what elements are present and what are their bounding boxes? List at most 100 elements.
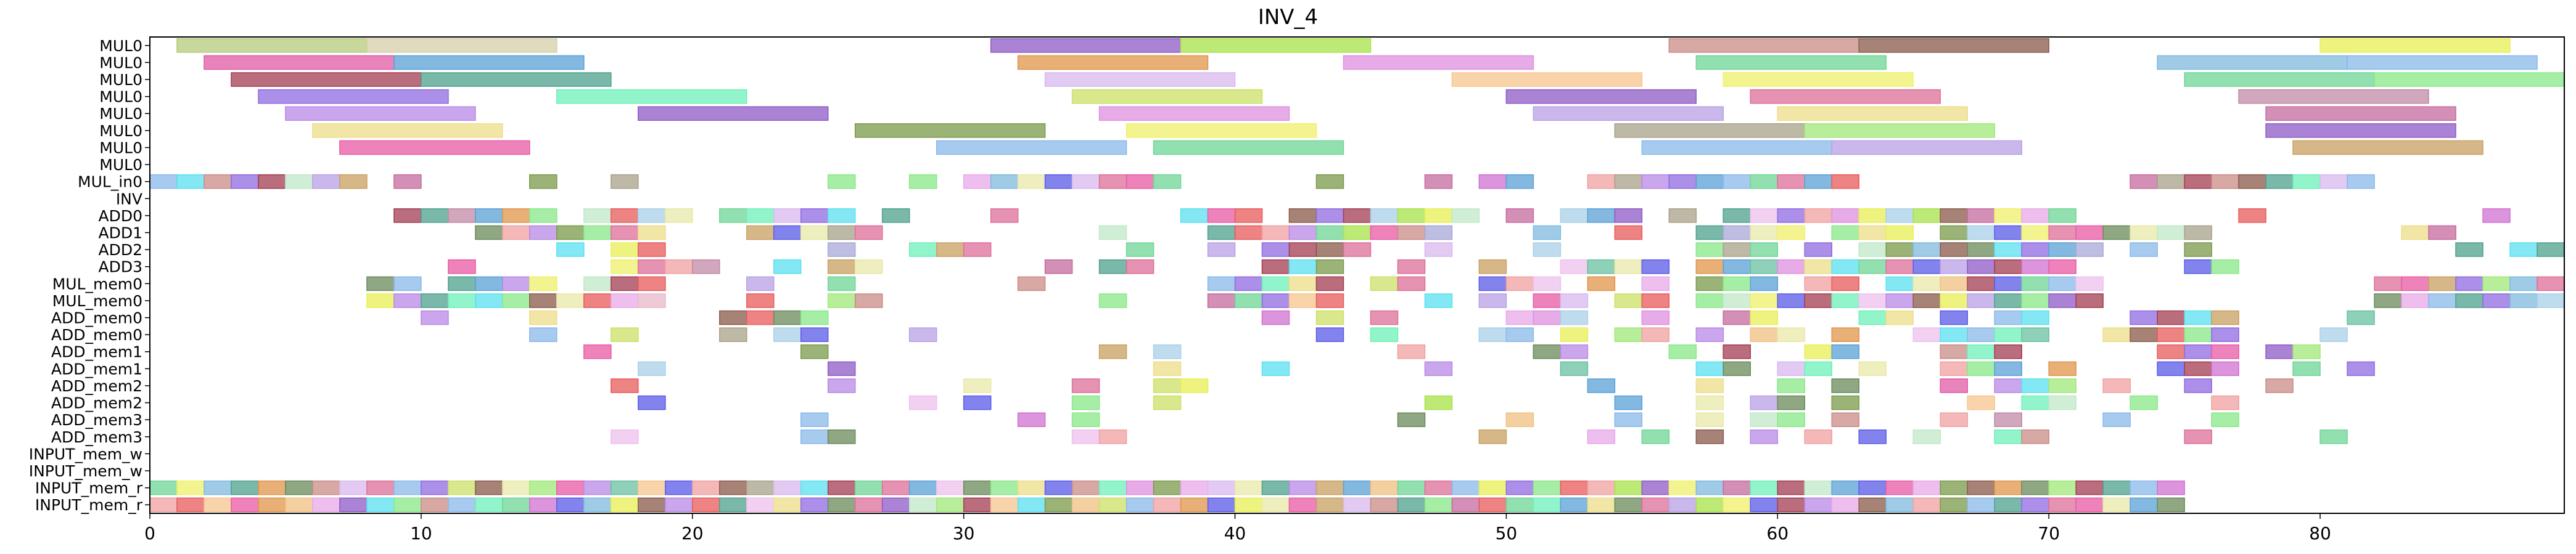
gantt-bar <box>1831 174 1860 189</box>
gantt-bar <box>1885 276 1914 291</box>
gantt-bar <box>1885 497 1914 513</box>
gantt-bar <box>2347 310 2375 325</box>
gantt-bar <box>773 310 802 325</box>
gantt-bar <box>1994 310 2022 325</box>
gantt-bar <box>1397 225 1426 240</box>
gantt-bar <box>1315 327 1344 342</box>
gantt-bar <box>746 293 775 308</box>
gantt-bar <box>1750 259 1779 274</box>
gantt-bar <box>1261 259 1290 274</box>
gantt-bar <box>1505 89 1697 104</box>
gantt-bar <box>2021 327 2049 342</box>
gantt-bar <box>1641 276 1670 291</box>
gantt-bar <box>149 480 178 495</box>
gantt-bar <box>529 480 558 495</box>
gantt-bar <box>2184 310 2212 325</box>
gantt-bar <box>556 225 585 240</box>
gantt-bar <box>1044 174 1073 189</box>
gantt-bar <box>1695 497 1724 513</box>
gantt-bar <box>1478 429 1507 444</box>
gantt-bar <box>638 395 666 410</box>
gantt-bar <box>827 361 856 377</box>
gantt-bar <box>638 480 666 495</box>
gantt-bar <box>1098 225 1127 240</box>
gantt-bar <box>1234 497 1263 513</box>
gantt-bar <box>1804 293 1833 308</box>
gantt-bar <box>1641 497 1670 513</box>
gantt-bar <box>1044 259 1073 274</box>
gantt-bar <box>1695 412 1724 427</box>
gantt-bar <box>1587 497 1616 513</box>
gantt-bar <box>529 327 558 342</box>
gantt-bar <box>1722 276 1751 291</box>
gantt-bar <box>1315 174 1344 189</box>
gantt-bar <box>1614 225 1643 240</box>
gantt-bar <box>2157 344 2185 359</box>
gantt-bar <box>1315 293 1344 308</box>
y-tick-label: MUL0 <box>99 105 142 123</box>
gantt-bar <box>1397 497 1426 513</box>
gantt-bar <box>502 293 530 308</box>
x-tick-label: 70 <box>2038 523 2060 544</box>
gantt-bar <box>1424 361 1453 377</box>
gantt-bar <box>827 480 856 495</box>
gantt-bar <box>2211 327 2239 342</box>
x-tick-label: 40 <box>1224 523 1246 544</box>
gantt-bar <box>881 480 910 495</box>
gantt-bar <box>2048 276 2076 291</box>
gantt-bar <box>638 259 666 274</box>
gantt-bar <box>1017 412 1046 427</box>
gantt-bar <box>1153 174 1182 189</box>
gantt-bar <box>1750 429 1779 444</box>
gantt-bar <box>1668 208 1697 223</box>
gantt-bar <box>1967 293 1995 308</box>
gantt-bar <box>1804 480 1833 495</box>
gantt-bar <box>1912 429 1941 444</box>
gantt-bar <box>1560 361 1589 377</box>
gantt-bar <box>1858 361 1887 377</box>
gantt-bar <box>2048 480 2076 495</box>
gantt-bar <box>936 497 965 513</box>
gantt-bar <box>1967 344 1995 359</box>
gantt-bar <box>1831 480 1860 495</box>
gantt-bar <box>339 480 368 495</box>
gantt-bar <box>963 378 992 393</box>
gantt-bar <box>1505 208 1534 223</box>
gantt-bar <box>1831 378 1860 393</box>
gantt-bar <box>1098 480 1127 495</box>
gantt-bar <box>1940 497 1969 513</box>
gantt-bar <box>421 310 449 325</box>
gantt-bar <box>1587 208 1616 223</box>
gantt-bar <box>1614 395 1643 410</box>
gantt-bar <box>1071 89 1263 104</box>
gantt-bar <box>583 497 612 513</box>
gantt-bar <box>1722 242 1751 257</box>
gantt-bar <box>2048 361 2076 377</box>
gantt-bar <box>2048 242 2076 257</box>
gantt-bar <box>475 276 503 291</box>
gantt-bar <box>2211 174 2239 189</box>
gantt-bar <box>2021 276 2049 291</box>
gantt-bar <box>1343 480 1372 495</box>
gantt-bar <box>1125 480 1154 495</box>
gantt-bar <box>2102 378 2131 393</box>
gantt-bar <box>963 480 992 495</box>
gantt-bar <box>1804 259 1833 274</box>
gantt-bar <box>773 497 802 513</box>
gantt-bar <box>2021 497 2049 513</box>
gantt-bar <box>1858 225 1887 240</box>
gantt-bar <box>827 208 856 223</box>
gantt-bar <box>827 497 856 513</box>
gantt-bar <box>1750 480 1779 495</box>
gantt-bar <box>1695 242 1724 257</box>
gantt-bar <box>556 480 585 495</box>
gantt-bar <box>1261 225 1290 240</box>
gantt-bar <box>2319 174 2348 189</box>
y-tick-label: MUL_mem0 <box>52 292 142 310</box>
gantt-bar <box>800 480 829 495</box>
gantt-bar <box>2157 225 2185 240</box>
gantt-bar <box>2021 225 2049 240</box>
gantt-bar <box>1695 480 1724 495</box>
gantt-bar <box>1288 293 1317 308</box>
gantt-bar <box>448 208 476 223</box>
